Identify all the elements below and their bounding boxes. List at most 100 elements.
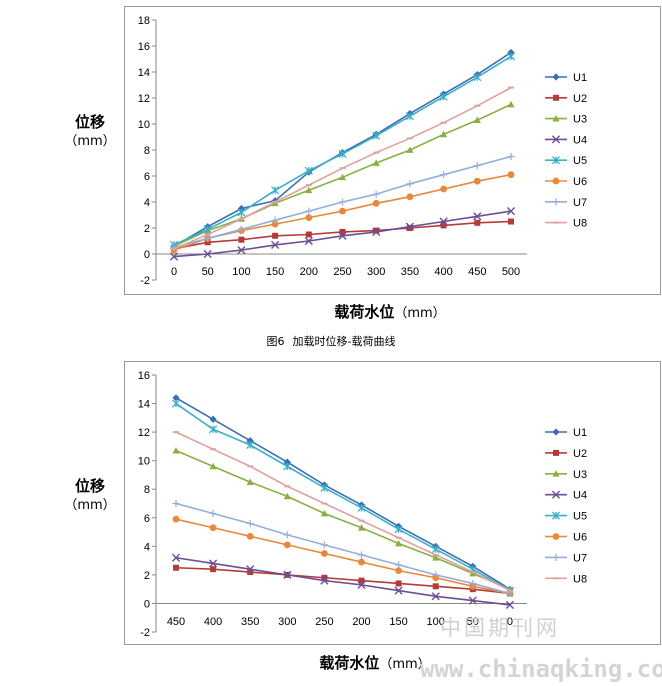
chart-2-x-tick-label: 100 — [427, 616, 445, 628]
chart-1-series-U6-point — [440, 185, 447, 193]
chart-1-series-U7-point — [406, 180, 414, 188]
chart-2-legend-U3-label: U3 — [573, 469, 587, 481]
chart-1-legend-U5-label: U5 — [573, 155, 587, 167]
chart-1-y-tick-label: 10 — [138, 119, 150, 131]
chart-1-series-U8-point — [440, 121, 447, 124]
chart-2-legend-U4-marker — [551, 490, 561, 499]
chart-2-series-U8-point — [432, 553, 439, 556]
chart-1-series-U2-point — [305, 231, 312, 238]
chart-2-legend-U4-label: U4 — [573, 490, 587, 502]
chart-1-series-U3-point — [507, 100, 515, 108]
chart-1-y-tick-label: 8 — [144, 145, 150, 157]
chart-2-x-tick-label: 250 — [315, 616, 333, 628]
chart-1-y-tick-label: 14 — [138, 67, 150, 79]
chart-1-series-U4-point — [439, 217, 448, 226]
chart-1-series-U3-point — [473, 116, 481, 123]
chart-1-x-tick-label: 350 — [401, 266, 419, 278]
chart-1-legend-U7-label: U7 — [573, 197, 587, 209]
chart-1-series-U5-point — [203, 225, 212, 234]
chart-1-series-U8-point — [171, 247, 177, 250]
chart-1-series-U2-point — [508, 218, 514, 225]
chart-1-series-U2-point — [272, 232, 279, 239]
chart-1-legend-U8-marker — [553, 221, 559, 224]
chart-2-series-U3-line — [175, 449, 511, 590]
chart-1-series-U5-point — [506, 52, 516, 61]
chart-2-y-tick-label: 16 — [138, 370, 150, 382]
chart-1-series-U2-point — [406, 225, 413, 231]
chart-1-x-tick-label: 50 — [202, 266, 214, 278]
chart-2-legend-U3-marker — [552, 470, 560, 477]
chart-2-series-U3-point — [209, 462, 217, 470]
chart-2-series-U7-point — [320, 541, 328, 549]
chart-2-frame — [124, 361, 661, 645]
chart-2-series-U7-point — [172, 499, 180, 508]
chart-1-series-U2-point — [440, 222, 447, 229]
chart-2-series-U6-point — [283, 541, 291, 549]
chart-2-series-U6-point — [321, 550, 328, 557]
chart-2-series-U5-point — [283, 462, 292, 471]
chart-2-x-tick-label: 150 — [389, 616, 407, 628]
chart-2-legend-U1-marker — [552, 428, 560, 436]
chart-2-series-U4-point — [431, 592, 440, 601]
chart-2-series-U8-point — [210, 448, 217, 451]
chart-2-x-axis-label: 载荷水位（mm） — [275, 652, 475, 673]
chart-1-series-U6-point — [507, 171, 515, 179]
chart-1-series-U4-point — [169, 252, 179, 261]
chart-2-series-U6-point — [246, 532, 254, 540]
chart-2-series-U6-point — [395, 567, 402, 575]
chart-1-series-U8-point — [238, 217, 245, 220]
chart-2-series-U5-line — [175, 402, 511, 592]
chart-1-series-U4-point — [304, 236, 313, 246]
chart-1-x-tick-label: 100 — [232, 266, 250, 278]
chart-1-y-tick-label: 0 — [144, 249, 150, 261]
chart-2-series-U4-point — [246, 565, 255, 574]
chart-2-series-U2-point — [432, 583, 439, 590]
chart-2-series-U8-point — [395, 536, 402, 539]
chart-2-y-tick-label: 4 — [144, 541, 150, 553]
chart-2-series-U4-point — [394, 586, 403, 595]
chart-2-series-U3-point — [246, 478, 254, 485]
chart-1-series-U4-point — [237, 246, 246, 255]
chart-1-series-U2-point — [204, 239, 211, 246]
chart-1-series-U3-point — [372, 159, 380, 166]
chart-1-series-U4-point — [372, 227, 381, 236]
chart-1-series-U5-point — [372, 131, 381, 140]
chart-2-x-axis-unit: （mm） — [379, 657, 431, 672]
chart-1-x-axis-label: 载荷水位（mm） — [290, 301, 490, 322]
chart-2-series-U8-point — [506, 589, 513, 592]
watermark-url: www.chinaqking.com — [420, 655, 662, 683]
chart-2-legend-U7-marker — [552, 553, 560, 561]
chart-1-y-tick-label: 6 — [144, 171, 150, 183]
chart-2-series-U1-line — [175, 397, 511, 590]
chart-1-x-tick-label: 150 — [266, 266, 284, 278]
chart-2-series-U6-point — [358, 558, 365, 566]
chart-1-series-U2-point — [339, 228, 346, 235]
chart-2-series-U7-point — [395, 561, 403, 569]
chart-1-frame — [124, 6, 661, 295]
chart-1-legend-U1-label: U1 — [573, 72, 587, 84]
chart-2-series-U3-point — [469, 569, 477, 577]
chart-2-series-U2-point — [321, 574, 328, 581]
chart-1-y-axis-title: 位移 — [74, 113, 105, 131]
chart-2-series-U2-point — [173, 564, 179, 571]
chart-1-x-axis-title: 载荷水位 — [334, 303, 395, 321]
chart-1-legend-U3-label: U3 — [573, 114, 587, 126]
chart-2-series-U4-point — [283, 570, 292, 579]
chart-1-x-tick-label: 250 — [333, 266, 351, 278]
chart-1-series-U5-point — [304, 166, 313, 175]
chart-2-y-tick-label: 14 — [138, 399, 150, 411]
chart-1-y-tick-label: 4 — [144, 197, 150, 209]
chart-1-series-U8-point — [339, 167, 346, 170]
chart-1-y-tick-label: 18 — [138, 15, 150, 27]
chart-1-x-tick-label: 450 — [468, 266, 486, 278]
chart-2-series-U5-point — [209, 425, 218, 434]
chart-2-series-U8-point — [247, 465, 254, 468]
chart-2-series-U8-point — [173, 431, 179, 434]
chart-2-series-U7-point — [357, 551, 366, 559]
chart-2-series-U5-point — [431, 545, 440, 554]
chart-1-series-U2-point — [238, 236, 245, 243]
chart-1-y-tick-label: 2 — [144, 223, 150, 235]
chart-1-legend-U6-marker — [552, 177, 560, 185]
chart-2-series-U3-point — [395, 539, 403, 547]
chart-2-series-U3-point — [357, 524, 366, 531]
